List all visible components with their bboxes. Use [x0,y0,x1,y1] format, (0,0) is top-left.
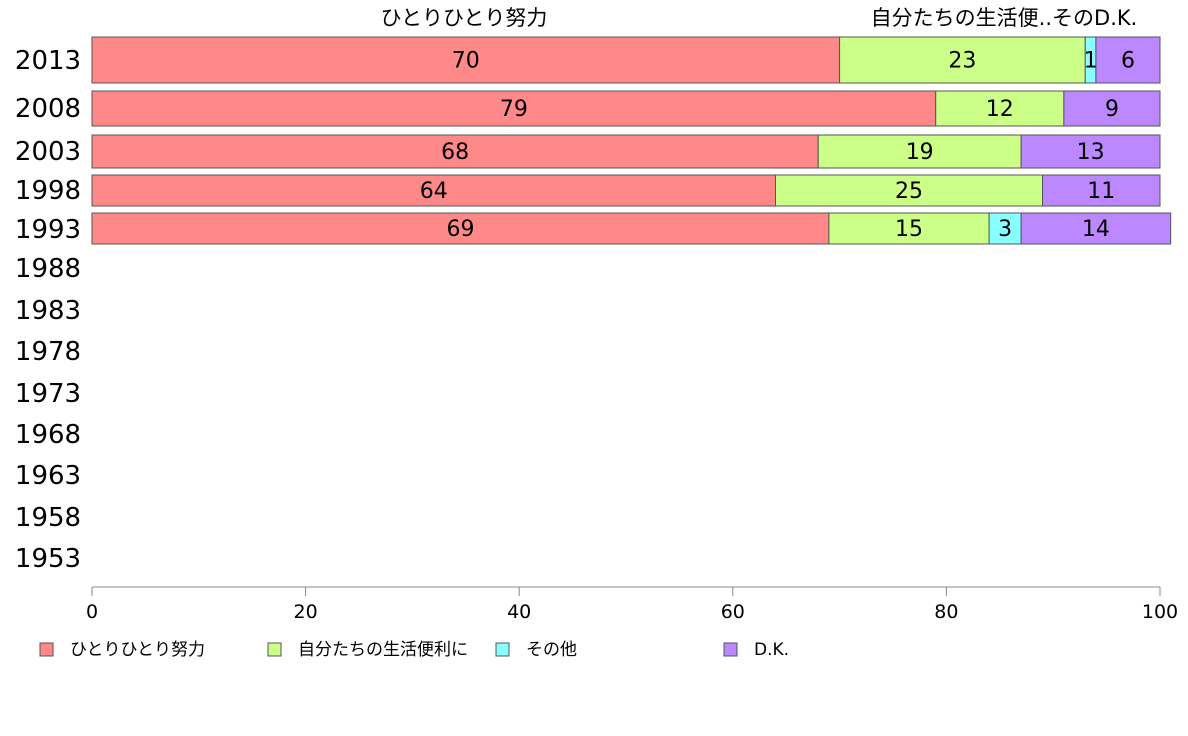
bar-1993-series-2 [988,212,1022,245]
bars: 70 23 1 6 79 12 9 68 19 13 64 25 11 69 15 3 14 [91,36,1172,245]
y-tick-label-1953: 1953 [15,544,81,574]
data-label-2003-series-3: 13 [1077,140,1105,165]
data-label-2013-series-1: 23 [948,49,976,74]
x-tick-label-80: 80 [934,601,958,623]
y-tick-label-2003: 2003 [15,137,81,167]
data-label-1993-series-2: 3 [998,217,1012,242]
top-label-1: 自分たちの生活便..そのD.K. [871,6,1138,30]
bar-1998-series-1 [775,174,1044,207]
data-label-2013-series-2: 1 [1084,49,1098,74]
x-tick-label-20: 20 [294,601,318,623]
y-axis-labels: 2013 2008 2003 1998 1993 1988 1983 1978 1973 1968… [15,46,81,574]
y-tick-label-2008: 2008 [15,94,81,124]
legend: ひとりひとり努力 自分たちの生活便利に その他 D.K. [39,640,789,660]
y-tick-label-1978: 1978 [15,337,81,367]
bar-1998-series-3 [1042,174,1161,207]
x-tick-label-100: 100 [1142,601,1178,623]
data-label-1998-series-0: 64 [420,179,448,204]
x-tick-label-0: 0 [86,601,98,623]
bar-2008-series-1 [935,90,1065,127]
data-label-2008-series-0: 79 [500,97,528,122]
bar-1993-series-0 [91,212,830,245]
bar-1993-series-3 [1020,212,1172,245]
bar-2003-series-0 [91,134,819,169]
data-label-2013-series-3: 6 [1121,49,1135,74]
bar-2013-series-3 [1095,36,1161,84]
legend-label-0: ひとりひとり努力 [70,640,205,660]
x-tick-label-60: 60 [721,601,745,623]
y-tick-label-1993: 1993 [15,215,81,245]
y-tick-label-1958: 1958 [15,503,81,533]
data-label-1993-series-1: 15 [895,217,923,242]
data-label-2008-series-3: 9 [1105,97,1119,122]
data-label-1993-series-0: 69 [446,217,474,242]
x-tick-label-40: 40 [507,601,531,623]
y-tick-label-1988: 1988 [15,254,81,284]
y-tick-label-1963: 1963 [15,461,81,491]
top-labels: ひとりひとり努力 自分たちの生活便..そのD.K. [381,6,1138,30]
y-tick-label-2013: 2013 [15,46,81,76]
data-label-2008-series-1: 12 [986,97,1014,122]
bar-2008-series-0 [91,90,937,127]
bar-2003-series-3 [1020,134,1161,169]
legend-swatch-0 [39,642,54,657]
data-label-2013-series-0: 70 [452,49,480,74]
legend-label-2: その他 [526,640,577,660]
legend-swatch-1 [267,642,282,657]
top-label-0: ひとりひとり努力 [381,6,548,30]
data-label-2003-series-1: 19 [906,140,934,165]
x-axis: 0 20 40 60 80 100 [86,586,1178,623]
y-tick-label-1983: 1983 [15,296,81,326]
legend-label-3: D.K. [754,640,789,660]
data-label-2003-series-0: 68 [441,140,469,165]
bar-2013-series-1 [839,36,1086,84]
y-tick-label-1998: 1998 [15,176,81,206]
data-label-1998-series-1: 25 [895,179,923,204]
bar-2013-series-0 [91,36,841,84]
y-tick-label-1968: 1968 [15,420,81,450]
data-label-1993-series-3: 14 [1082,217,1110,242]
bar-1993-series-1 [828,212,990,245]
bar-2003-series-1 [817,134,1022,169]
bar-2008-series-3 [1063,90,1161,127]
y-tick-label-1973: 1973 [15,379,81,409]
data-label-1998-series-3: 11 [1087,179,1115,204]
legend-swatch-3 [723,642,738,657]
legend-swatch-2 [495,642,510,657]
legend-label-1: 自分たちの生活便利に [298,640,468,660]
